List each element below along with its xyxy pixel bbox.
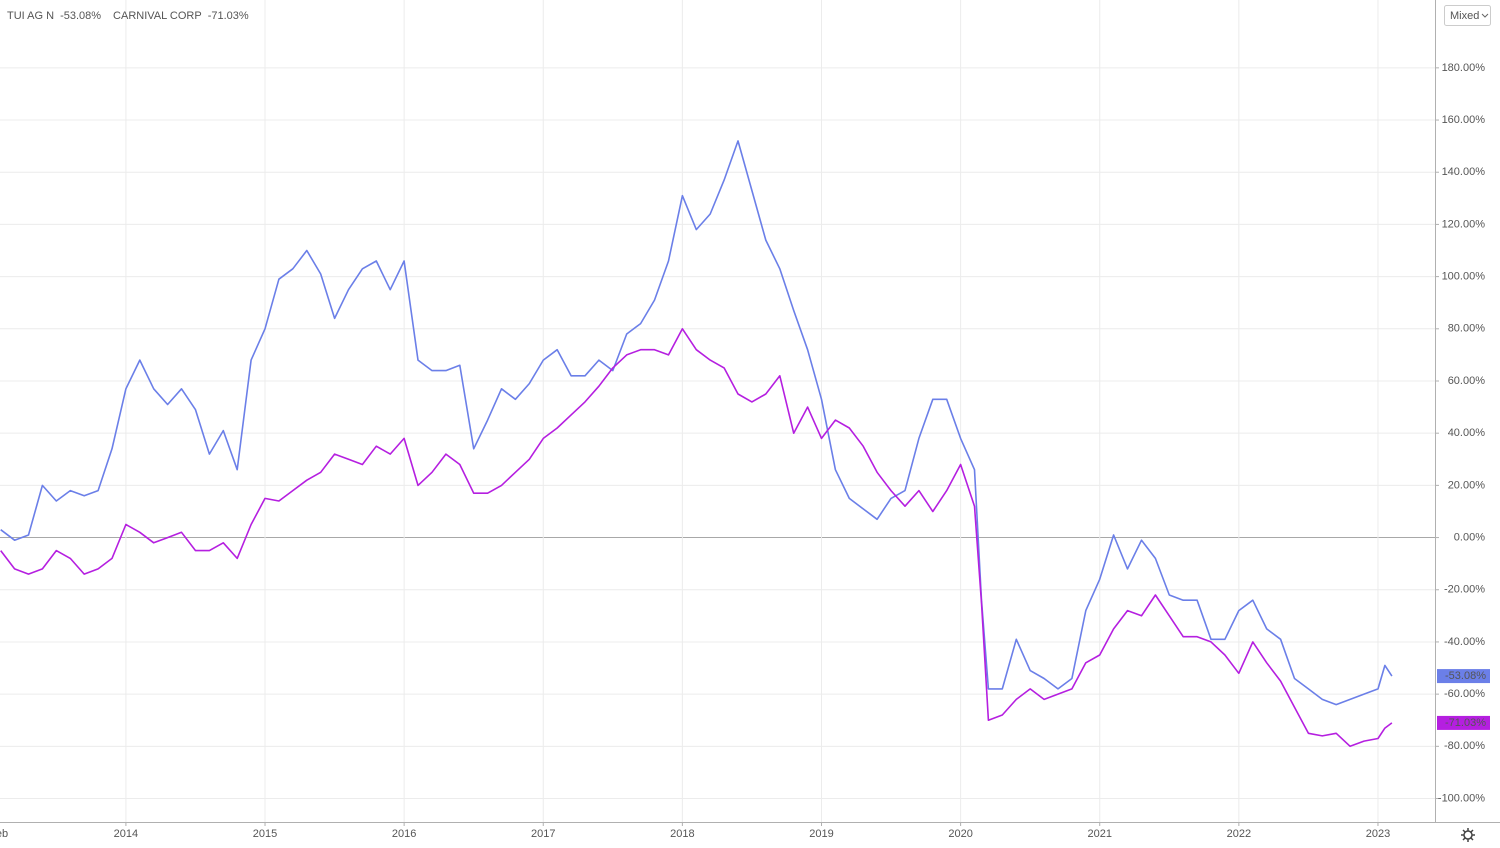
scale-button[interactable] bbox=[1444, 5, 1491, 26]
x-tick-label: 2017 bbox=[531, 828, 555, 840]
legend-value: -53.08% bbox=[60, 10, 101, 22]
legend: TUI AG N -53.08% CARNIVAL CORP -71.03% bbox=[7, 10, 249, 22]
last-value-tag bbox=[1437, 715, 1490, 730]
legend-name: TUI AG N bbox=[7, 10, 54, 22]
y-tick-label: 120.00% bbox=[1442, 218, 1486, 230]
x-tick-label: 2022 bbox=[1227, 828, 1251, 840]
dropdown-arrow bbox=[1481, 13, 1489, 18]
y-tick-label: -80.00% bbox=[1444, 740, 1485, 752]
y-tick-label: -60.00% bbox=[1444, 688, 1485, 700]
y-tick-label: -40.00% bbox=[1444, 636, 1485, 648]
x-tick-label: 2015 bbox=[253, 828, 277, 840]
x-tick-label: 2020 bbox=[948, 828, 972, 840]
y-tick-label: 140.00% bbox=[1442, 166, 1486, 178]
x-tick-label: 2016 bbox=[392, 828, 416, 840]
series-line bbox=[0, 328, 1393, 748]
y-tick-label: -100.00% bbox=[1438, 792, 1485, 804]
last-value-label: -53.08% bbox=[1445, 670, 1486, 682]
plot bbox=[0, 140, 1393, 748]
last-value-tags: -53.08% -71.03% bbox=[1437, 669, 1490, 730]
x-tick-label: 2019 bbox=[809, 828, 833, 840]
y-tick-label: 100.00% bbox=[1442, 271, 1486, 283]
y-tick-label: 180.00% bbox=[1442, 62, 1486, 74]
legend-name: CARNIVAL CORP bbox=[113, 10, 202, 22]
y-tick-label: 160.00% bbox=[1442, 114, 1486, 126]
x-tick-label: 2014 bbox=[114, 828, 138, 840]
grid bbox=[0, 0, 1435, 822]
y-tick-label: 40.00% bbox=[1448, 427, 1486, 439]
settings-icon[interactable] bbox=[1461, 828, 1475, 842]
series-line bbox=[0, 140, 1393, 706]
y-tick-label: 60.00% bbox=[1448, 375, 1486, 387]
x-tick-label: 2023 bbox=[1366, 828, 1390, 840]
x-tick-label: 2021 bbox=[1087, 828, 1111, 840]
y-tick-label: 0.00% bbox=[1454, 531, 1485, 543]
y-tick-label: -20.00% bbox=[1444, 584, 1485, 596]
x-tick-label: Feb bbox=[0, 828, 8, 840]
legend-value: -71.03% bbox=[208, 10, 249, 22]
last-value-label: -71.03% bbox=[1445, 717, 1486, 729]
y-tick-label: 80.00% bbox=[1448, 323, 1486, 335]
scale-button-label[interactable]: Mixed bbox=[1450, 10, 1479, 22]
y-tick-label: 20.00% bbox=[1448, 479, 1486, 491]
last-value-tag bbox=[1437, 669, 1490, 684]
x-tick-label: 2018 bbox=[670, 828, 694, 840]
gear-teeth[interactable] bbox=[1461, 828, 1475, 842]
